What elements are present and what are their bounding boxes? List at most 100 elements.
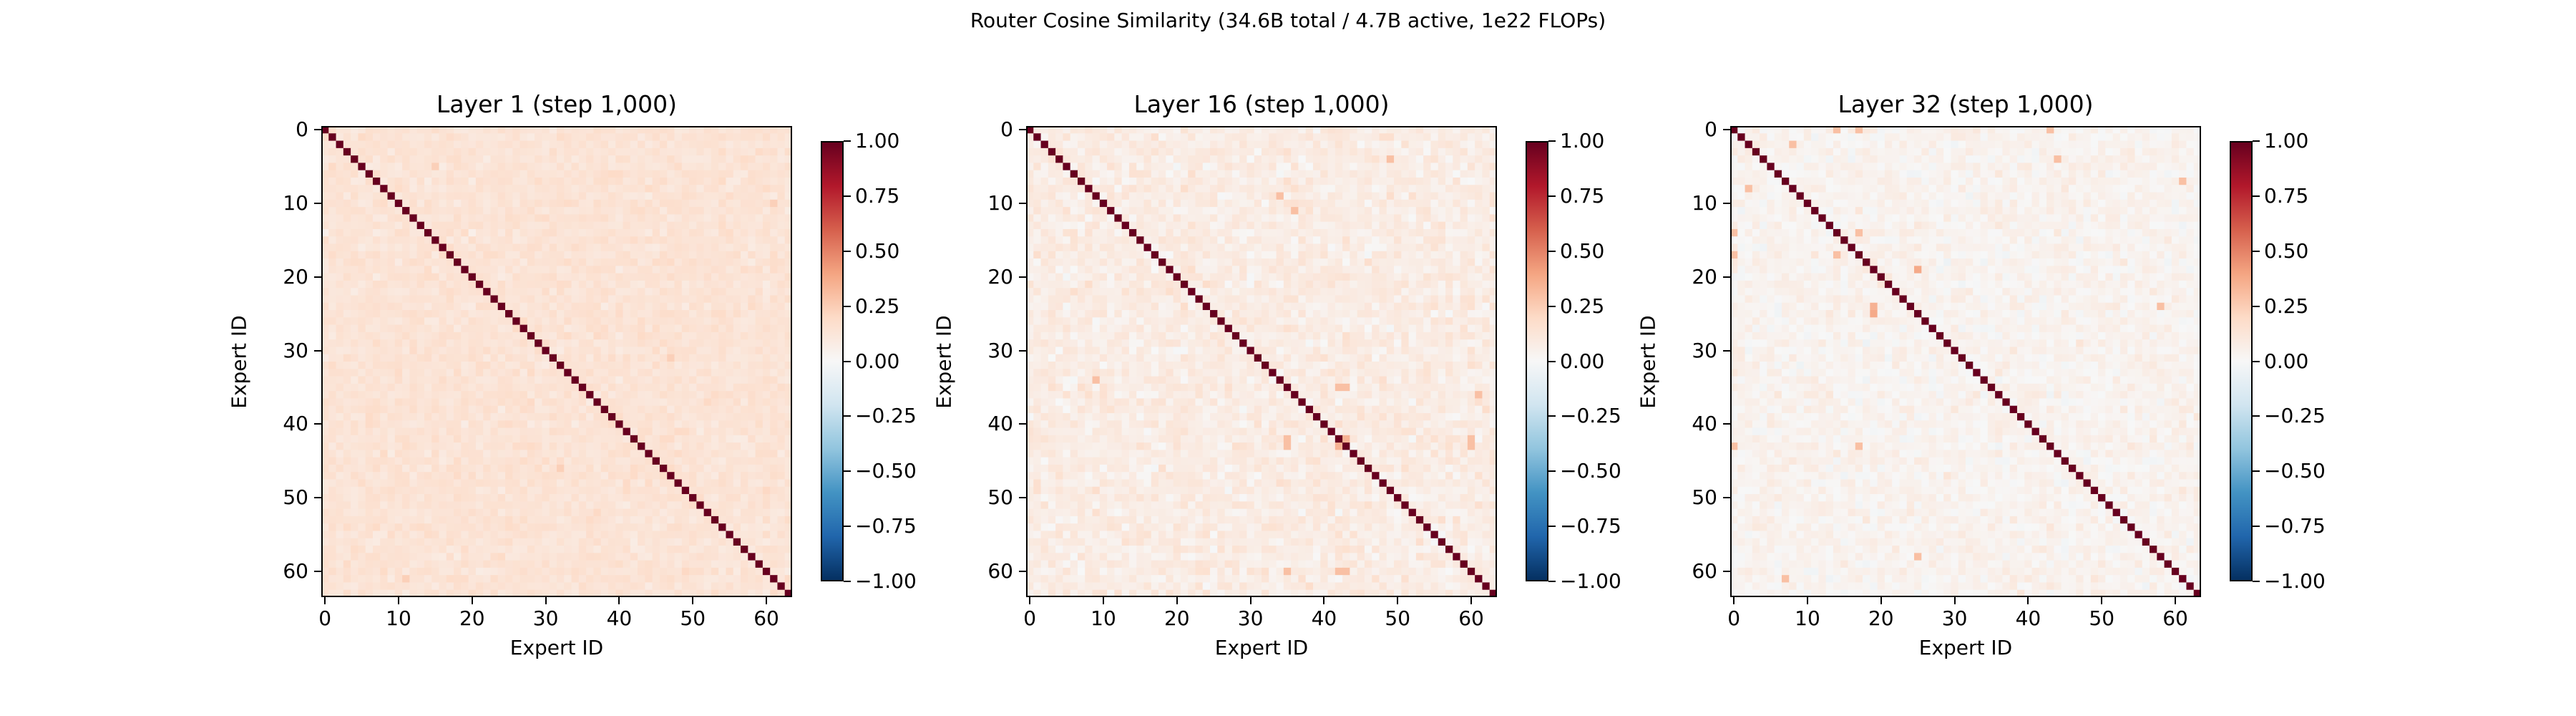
y-tick	[314, 423, 321, 425]
y-tick-label: 10	[987, 190, 1013, 215]
colorbar-tick	[844, 581, 851, 582]
x-tick	[1733, 597, 1735, 604]
x-tick	[1323, 597, 1325, 604]
x-tick	[1029, 597, 1031, 604]
y-tick	[1723, 497, 1730, 499]
heatmap-cells	[1730, 126, 2201, 597]
y-tick	[1019, 202, 1026, 204]
colorbar-tick-label: −0.50	[2264, 459, 2326, 483]
x-tick	[1102, 597, 1104, 604]
x-tick-label: 20	[459, 606, 485, 630]
x-tick-label: 30	[1237, 606, 1264, 630]
colorbar-tick	[1548, 250, 1556, 252]
y-tick	[1723, 423, 1730, 425]
colorbar-tick	[844, 250, 851, 252]
y-tick	[1723, 349, 1730, 352]
colorbar-tick	[1548, 581, 1556, 582]
x-tick	[545, 597, 547, 604]
x-tick-label: 50	[1385, 606, 1411, 630]
colorbar-tick-label: 0.75	[1560, 183, 1605, 208]
x-tick-label: 0	[1727, 606, 1741, 630]
y-tick	[1019, 423, 1026, 425]
x-tick	[1470, 597, 1473, 604]
colorbar-tick-label: 0.25	[1560, 294, 1605, 318]
y-tick-label: 60	[987, 559, 1013, 584]
x-tick-label: 10	[1795, 606, 1820, 630]
heatmap-axes	[321, 126, 792, 597]
colorbar-tick	[844, 470, 851, 473]
x-tick-label: 40	[2015, 606, 2041, 630]
x-tick	[324, 597, 326, 604]
colorbar-tick	[844, 526, 851, 528]
colorbar	[1526, 141, 1548, 581]
x-tick	[1806, 597, 1808, 604]
colorbar-tick	[1548, 195, 1556, 197]
y-axis-label: Expert ID	[1636, 315, 1660, 409]
y-tick-label: 50	[987, 485, 1013, 510]
y-tick	[314, 202, 321, 204]
colorbar-tick	[2253, 360, 2260, 362]
y-axis-label: Expert ID	[227, 315, 251, 409]
x-tick-label: 50	[680, 606, 706, 630]
colorbar-tick-label: 0.00	[855, 349, 900, 373]
x-axis-label: Expert ID	[509, 636, 604, 659]
x-tick-label: 60	[1458, 606, 1484, 630]
y-tick-label: 40	[987, 412, 1013, 436]
figure-suptitle: Router Cosine Similarity (34.6B total / …	[970, 9, 1606, 32]
x-tick-label: 20	[1163, 606, 1190, 630]
heatmap-cells	[1026, 126, 1497, 597]
y-tick	[1723, 276, 1730, 278]
colorbar-tick-label: 0.00	[1560, 349, 1605, 373]
x-tick	[1880, 597, 1882, 604]
y-tick	[314, 571, 321, 573]
y-tick-label: 0	[1000, 117, 1013, 142]
y-tick-label: 30	[1692, 338, 1717, 362]
x-tick	[1397, 597, 1399, 604]
y-tick-label: 0	[296, 117, 308, 142]
y-tick-label: 40	[283, 412, 308, 436]
y-tick-label: 60	[1692, 559, 1717, 584]
y-tick	[1019, 497, 1026, 499]
colorbar-tick	[2253, 415, 2260, 417]
y-tick	[314, 129, 321, 131]
x-tick-label: 0	[1023, 606, 1037, 630]
y-tick-label: 0	[1704, 117, 1717, 142]
y-tick	[1019, 349, 1026, 352]
colorbar-tick	[2253, 470, 2260, 473]
y-tick	[1723, 129, 1730, 131]
y-tick	[1019, 129, 1026, 131]
colorbar-tick-label: 0.75	[855, 183, 900, 208]
heatmap-axes	[1026, 126, 1497, 597]
colorbar-tick	[1548, 140, 1556, 142]
colorbar-tick-label: −0.25	[855, 404, 917, 428]
heatmap-cells	[321, 126, 792, 597]
colorbar-tick-label: −1.00	[1560, 569, 1621, 593]
colorbar-tick-label: 0.50	[855, 238, 900, 263]
colorbar-tick-label: 0.25	[855, 294, 900, 318]
colorbar-tick	[2253, 250, 2260, 252]
y-axis-label: Expert ID	[932, 315, 956, 409]
colorbar-tick-label: −0.25	[1560, 404, 1621, 428]
colorbar-tick-label: −1.00	[855, 569, 917, 593]
colorbar-tick-label: 0.75	[2264, 183, 2309, 208]
y-tick-label: 20	[987, 264, 1013, 289]
colorbar-tick-label: 0.50	[1560, 238, 1605, 263]
colorbar-tick	[844, 360, 851, 362]
colorbar-tick	[2253, 195, 2260, 197]
x-tick	[2027, 597, 2029, 604]
colorbar-tick	[1548, 305, 1556, 307]
colorbar-tick	[844, 305, 851, 307]
colorbar-tick	[844, 195, 851, 197]
panel-title: Layer 1 (step 1,000)	[436, 90, 678, 118]
x-axis-label: Expert ID	[1918, 636, 2013, 659]
panel-title: Layer 32 (step 1,000)	[1838, 90, 2094, 118]
y-tick-label: 10	[1692, 190, 1717, 215]
colorbar-tick-label: −0.25	[2264, 404, 2326, 428]
y-tick	[1723, 202, 1730, 204]
colorbar-tick-label: 1.00	[2264, 129, 2309, 153]
x-tick-label: 50	[2089, 606, 2115, 630]
x-tick-label: 10	[386, 606, 411, 630]
colorbar	[2230, 141, 2253, 581]
x-tick	[766, 597, 768, 604]
heatmap-axes	[1730, 126, 2201, 597]
